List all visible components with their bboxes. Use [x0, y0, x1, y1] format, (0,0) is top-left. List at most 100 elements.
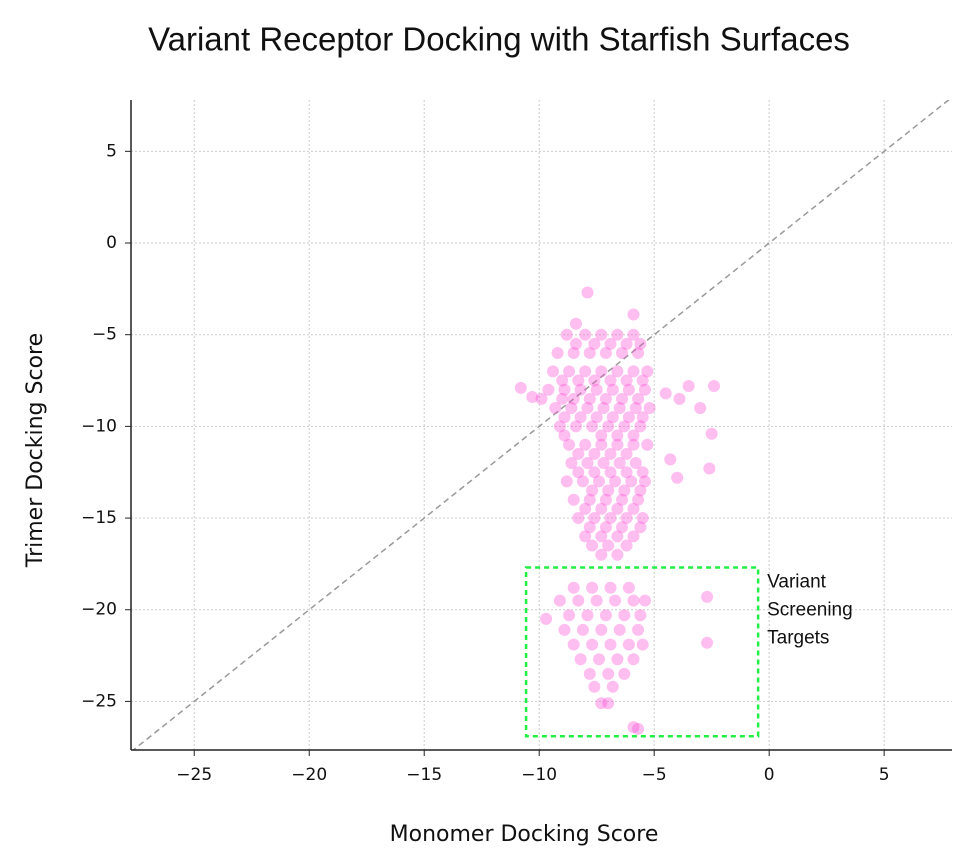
scatter-point [569, 337, 582, 350]
scatter-point [599, 609, 612, 622]
annotation: Screening [767, 600, 853, 621]
scatter-point [602, 697, 615, 710]
scatter-point [574, 383, 587, 396]
scatter-point [636, 638, 649, 651]
scatter-point [602, 667, 615, 680]
scatter-point [606, 411, 619, 424]
scatter-point [611, 502, 624, 515]
scatter-point [634, 609, 647, 622]
x-tick-label: −15 [406, 765, 442, 785]
scatter-point [611, 530, 624, 543]
y-axis-label: Trimer Docking Score [23, 333, 48, 568]
scatter-point [579, 438, 592, 451]
scatter-point [588, 337, 601, 350]
scatter-point [597, 457, 610, 470]
y-tick-label: −25 [81, 691, 117, 711]
scatter-point [701, 636, 714, 649]
scatter-point [595, 365, 608, 378]
scatter-point [636, 374, 649, 387]
scatter-point [606, 383, 619, 396]
scatter-point [576, 623, 589, 636]
scatter-point [602, 484, 615, 497]
scatter-point [579, 328, 592, 341]
scatter-point [636, 466, 649, 479]
scatter-point [558, 623, 571, 636]
scatter-point [563, 438, 576, 451]
scatter-point [542, 383, 555, 396]
scatter-point [563, 609, 576, 622]
scatter-point [604, 638, 617, 651]
scatter-point [581, 457, 594, 470]
scatter-point [569, 420, 582, 433]
identity-line [132, 100, 950, 750]
scatter-point [638, 475, 651, 488]
scatter-point [615, 493, 628, 506]
y-tick-label: 0 [106, 233, 117, 253]
scatter-point [567, 581, 580, 594]
scatter-point [627, 721, 640, 734]
scatter-point [586, 581, 599, 594]
scatter-point [609, 475, 622, 488]
scatter-point [558, 411, 571, 424]
plot-area [132, 100, 950, 750]
scatter-point [558, 429, 571, 442]
scatter-point [620, 512, 633, 525]
scatter-point [627, 438, 640, 451]
scatter-point [586, 484, 599, 497]
scatter-point [551, 347, 564, 360]
scatter-point [595, 438, 608, 451]
scatter-point [629, 457, 642, 470]
scatter-point [514, 381, 527, 394]
scatter-point [567, 493, 580, 506]
y-tick-label: −10 [81, 416, 117, 436]
y-tick-label: 5 [106, 141, 117, 161]
scatter-point [599, 347, 612, 360]
scatter-point [622, 581, 635, 594]
scatter-point [638, 383, 651, 396]
scatter-point [597, 402, 610, 415]
scatter-point [563, 365, 576, 378]
scatter-point [701, 590, 714, 603]
scatter-point [595, 502, 608, 515]
scatter-point [620, 337, 633, 350]
scatter-point [641, 438, 654, 451]
annotation: Variant [767, 572, 827, 593]
scatter-point [572, 374, 585, 387]
scatter-point [560, 328, 573, 341]
scatter-point [581, 609, 594, 622]
scatter-point [606, 680, 619, 693]
scatter-point [583, 667, 596, 680]
x-tick-label: −25 [176, 765, 212, 785]
scatter-point [636, 512, 649, 525]
scatter-point [609, 594, 622, 607]
scatter-point [611, 429, 624, 442]
highlight-box [524, 566, 760, 738]
scatter-point [583, 493, 596, 506]
x-tick-label: −20 [291, 765, 327, 785]
scatter-point [602, 539, 615, 552]
grid [131, 100, 952, 750]
scatter-point [583, 521, 596, 534]
scatter-point [579, 365, 592, 378]
scatter-point [620, 447, 633, 460]
scatter-point [638, 594, 651, 607]
scatter-point [615, 392, 628, 405]
scatter-point [572, 594, 585, 607]
scatter-point [604, 512, 617, 525]
scatter-point [560, 475, 573, 488]
scatter-point [682, 380, 695, 393]
scatter-point [613, 623, 626, 636]
scatter-point [634, 337, 647, 350]
scatter-point [618, 609, 631, 622]
x-axis-label: Monomer Docking Score [390, 822, 659, 847]
scatter-point [618, 484, 631, 497]
scatter-point [590, 383, 603, 396]
scatter-point [588, 466, 601, 479]
scatter-point [567, 347, 580, 360]
scatter-point [629, 402, 642, 415]
scatter-point [627, 308, 640, 321]
scatter-point [615, 521, 628, 534]
scatter-point [567, 638, 580, 651]
scatter-point [565, 457, 578, 470]
